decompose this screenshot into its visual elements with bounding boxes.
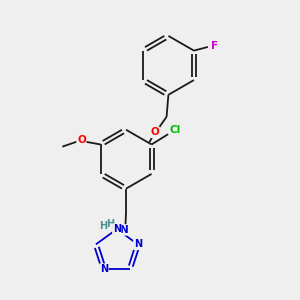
Text: Cl: Cl <box>170 125 181 136</box>
Text: N: N <box>113 224 121 234</box>
Text: O: O <box>150 127 159 137</box>
Text: N: N <box>100 264 108 274</box>
Text: H: H <box>106 219 114 229</box>
Text: N: N <box>134 239 142 249</box>
Text: N: N <box>120 225 129 235</box>
Text: O: O <box>77 135 86 145</box>
Text: H: H <box>99 221 107 231</box>
Text: F: F <box>211 41 218 51</box>
